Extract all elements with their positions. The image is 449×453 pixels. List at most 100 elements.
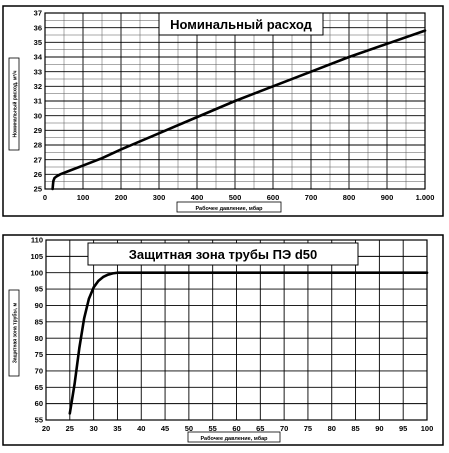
y-tick-label: 85 — [35, 317, 43, 326]
x-tick-label: 85 — [351, 424, 359, 433]
data-point — [52, 184, 54, 186]
x-tick-label: 40 — [137, 424, 145, 433]
data-point — [73, 383, 76, 385]
y-tick-label: 100 — [30, 268, 43, 277]
x-tick-label: 30 — [89, 424, 97, 433]
data-point — [102, 276, 104, 278]
y-axis-label-box — [8, 289, 20, 377]
data-point — [52, 180, 54, 182]
data-point — [158, 132, 160, 134]
data-point — [140, 272, 142, 274]
series — [68, 271, 429, 415]
y-tick-label: 55 — [35, 416, 43, 425]
data-point — [69, 412, 71, 415]
y-tick-label: 31 — [34, 97, 42, 106]
x-tick-label: 400 — [191, 193, 204, 202]
x-tick-label: 75 — [304, 424, 312, 433]
data-point — [67, 170, 69, 172]
chart-protection-zone: 20 25 30 35 40 45 50 55 60 65 70 75 80 85 90 95 100 55 60… — [2, 234, 444, 446]
y-tick-label: 26 — [34, 170, 42, 179]
data-point — [88, 298, 90, 300]
x-tick-label: 45 — [161, 424, 169, 433]
x-tick-label: 20 — [42, 424, 50, 433]
x-tick-label: 80 — [328, 424, 336, 433]
x-tick-labels: 20 25 30 35 40 45 50 55 60 65 70 75 80 85 90 95 100 — [42, 424, 433, 433]
y-tick-label: 34 — [34, 53, 43, 62]
data-point — [82, 164, 84, 167]
y-tick-label: 70 — [35, 367, 43, 376]
x-axis-label-box — [187, 431, 281, 443]
x-tick-label: 200 — [115, 193, 128, 202]
x-tick-label: 100 — [77, 193, 90, 202]
y-tick-label: 65 — [35, 383, 43, 392]
y-tick-label: 30 — [34, 111, 42, 120]
y-tick-label: 80 — [35, 334, 43, 343]
x-tick-label: 700 — [305, 193, 318, 202]
chart-title-box — [87, 242, 359, 266]
y-axis-label-box — [8, 57, 20, 151]
chart-title-box — [158, 12, 324, 36]
y-tick-label: 32 — [34, 82, 42, 91]
chart-nominal-flow: 0 100 200 300 400 500 600 700 800 900 1.000 25 26 27… — [2, 5, 444, 217]
x-axis-label: Рабочее давление, мбар — [200, 435, 268, 442]
y-tick-label: 37 — [34, 9, 42, 18]
x-tick-label: 50 — [185, 424, 193, 433]
y-tick-label: 33 — [34, 67, 42, 76]
data-point — [121, 272, 123, 274]
x-tick-label: 1.000 — [416, 193, 435, 202]
data-point — [53, 177, 56, 179]
chart-title: Защитная зона трубы ПЭ d50 — [129, 247, 317, 262]
chart-frame — [2, 5, 444, 217]
x-tick-label: 90 — [375, 424, 383, 433]
data-point — [107, 274, 109, 276]
x-tick-label: 25 — [66, 424, 74, 433]
data-point — [386, 43, 388, 45]
x-tick-label: 300 — [153, 193, 166, 202]
data-point — [97, 280, 99, 282]
x-tick-label: 60 — [232, 424, 240, 433]
x-tick-label: 100 — [421, 424, 434, 433]
plot-area — [45, 239, 428, 421]
y-tick-label: 90 — [35, 301, 43, 310]
data-point — [59, 173, 61, 175]
chart-title: Номинальный расход — [170, 17, 313, 32]
y-tick-label: 60 — [35, 399, 43, 408]
y-tick-label: 110 — [31, 236, 43, 245]
data-point — [331, 272, 333, 274]
data-point — [196, 116, 198, 118]
data-point — [78, 347, 80, 349]
x-tick-label: 35 — [113, 424, 121, 433]
x-tick-label: 70 — [280, 424, 288, 433]
x-tick-label: 55 — [209, 424, 217, 433]
x-axis-label: Рабочее давление, мбар — [195, 205, 263, 212]
y-tick-label: 36 — [34, 23, 42, 32]
y-tick-label: 35 — [34, 38, 42, 47]
y-tick-label: 105 — [30, 252, 43, 261]
y-tick-labels: 55 60 65 70 75 80 85 90 95 100 105 110 — [30, 236, 43, 425]
x-tick-labels: 0 100 200 300 400 500 600 700 800 900 1.000 — [43, 193, 434, 202]
y-tick-labels: 25 26 27 28 29 30 31 32 33 34 35 36 37 — [34, 9, 43, 194]
y-tick-label: 25 — [34, 185, 42, 194]
x-axis-label-box — [176, 201, 282, 213]
data-point — [55, 175, 58, 178]
x-tick-label: 600 — [267, 193, 280, 202]
data-point — [93, 286, 95, 289]
y-axis-label: Защитная зона трубы, м — [12, 302, 19, 363]
data-point — [112, 272, 114, 274]
y-tick-label: 75 — [35, 350, 43, 359]
data-point — [378, 272, 380, 274]
data-point — [120, 148, 122, 150]
x-tick-label: 0 — [43, 193, 47, 202]
x-tick-label: 500 — [229, 193, 242, 202]
data-point — [116, 272, 119, 274]
data-point — [188, 272, 190, 274]
y-tick-label: 95 — [35, 285, 43, 294]
y-tick-label: 28 — [34, 141, 42, 150]
x-tick-label: 900 — [381, 193, 394, 202]
data-point — [234, 100, 236, 102]
data-point — [272, 85, 274, 87]
x-tick-label: 65 — [256, 424, 264, 433]
x-tick-label: 95 — [399, 424, 407, 433]
data-point — [283, 272, 285, 274]
